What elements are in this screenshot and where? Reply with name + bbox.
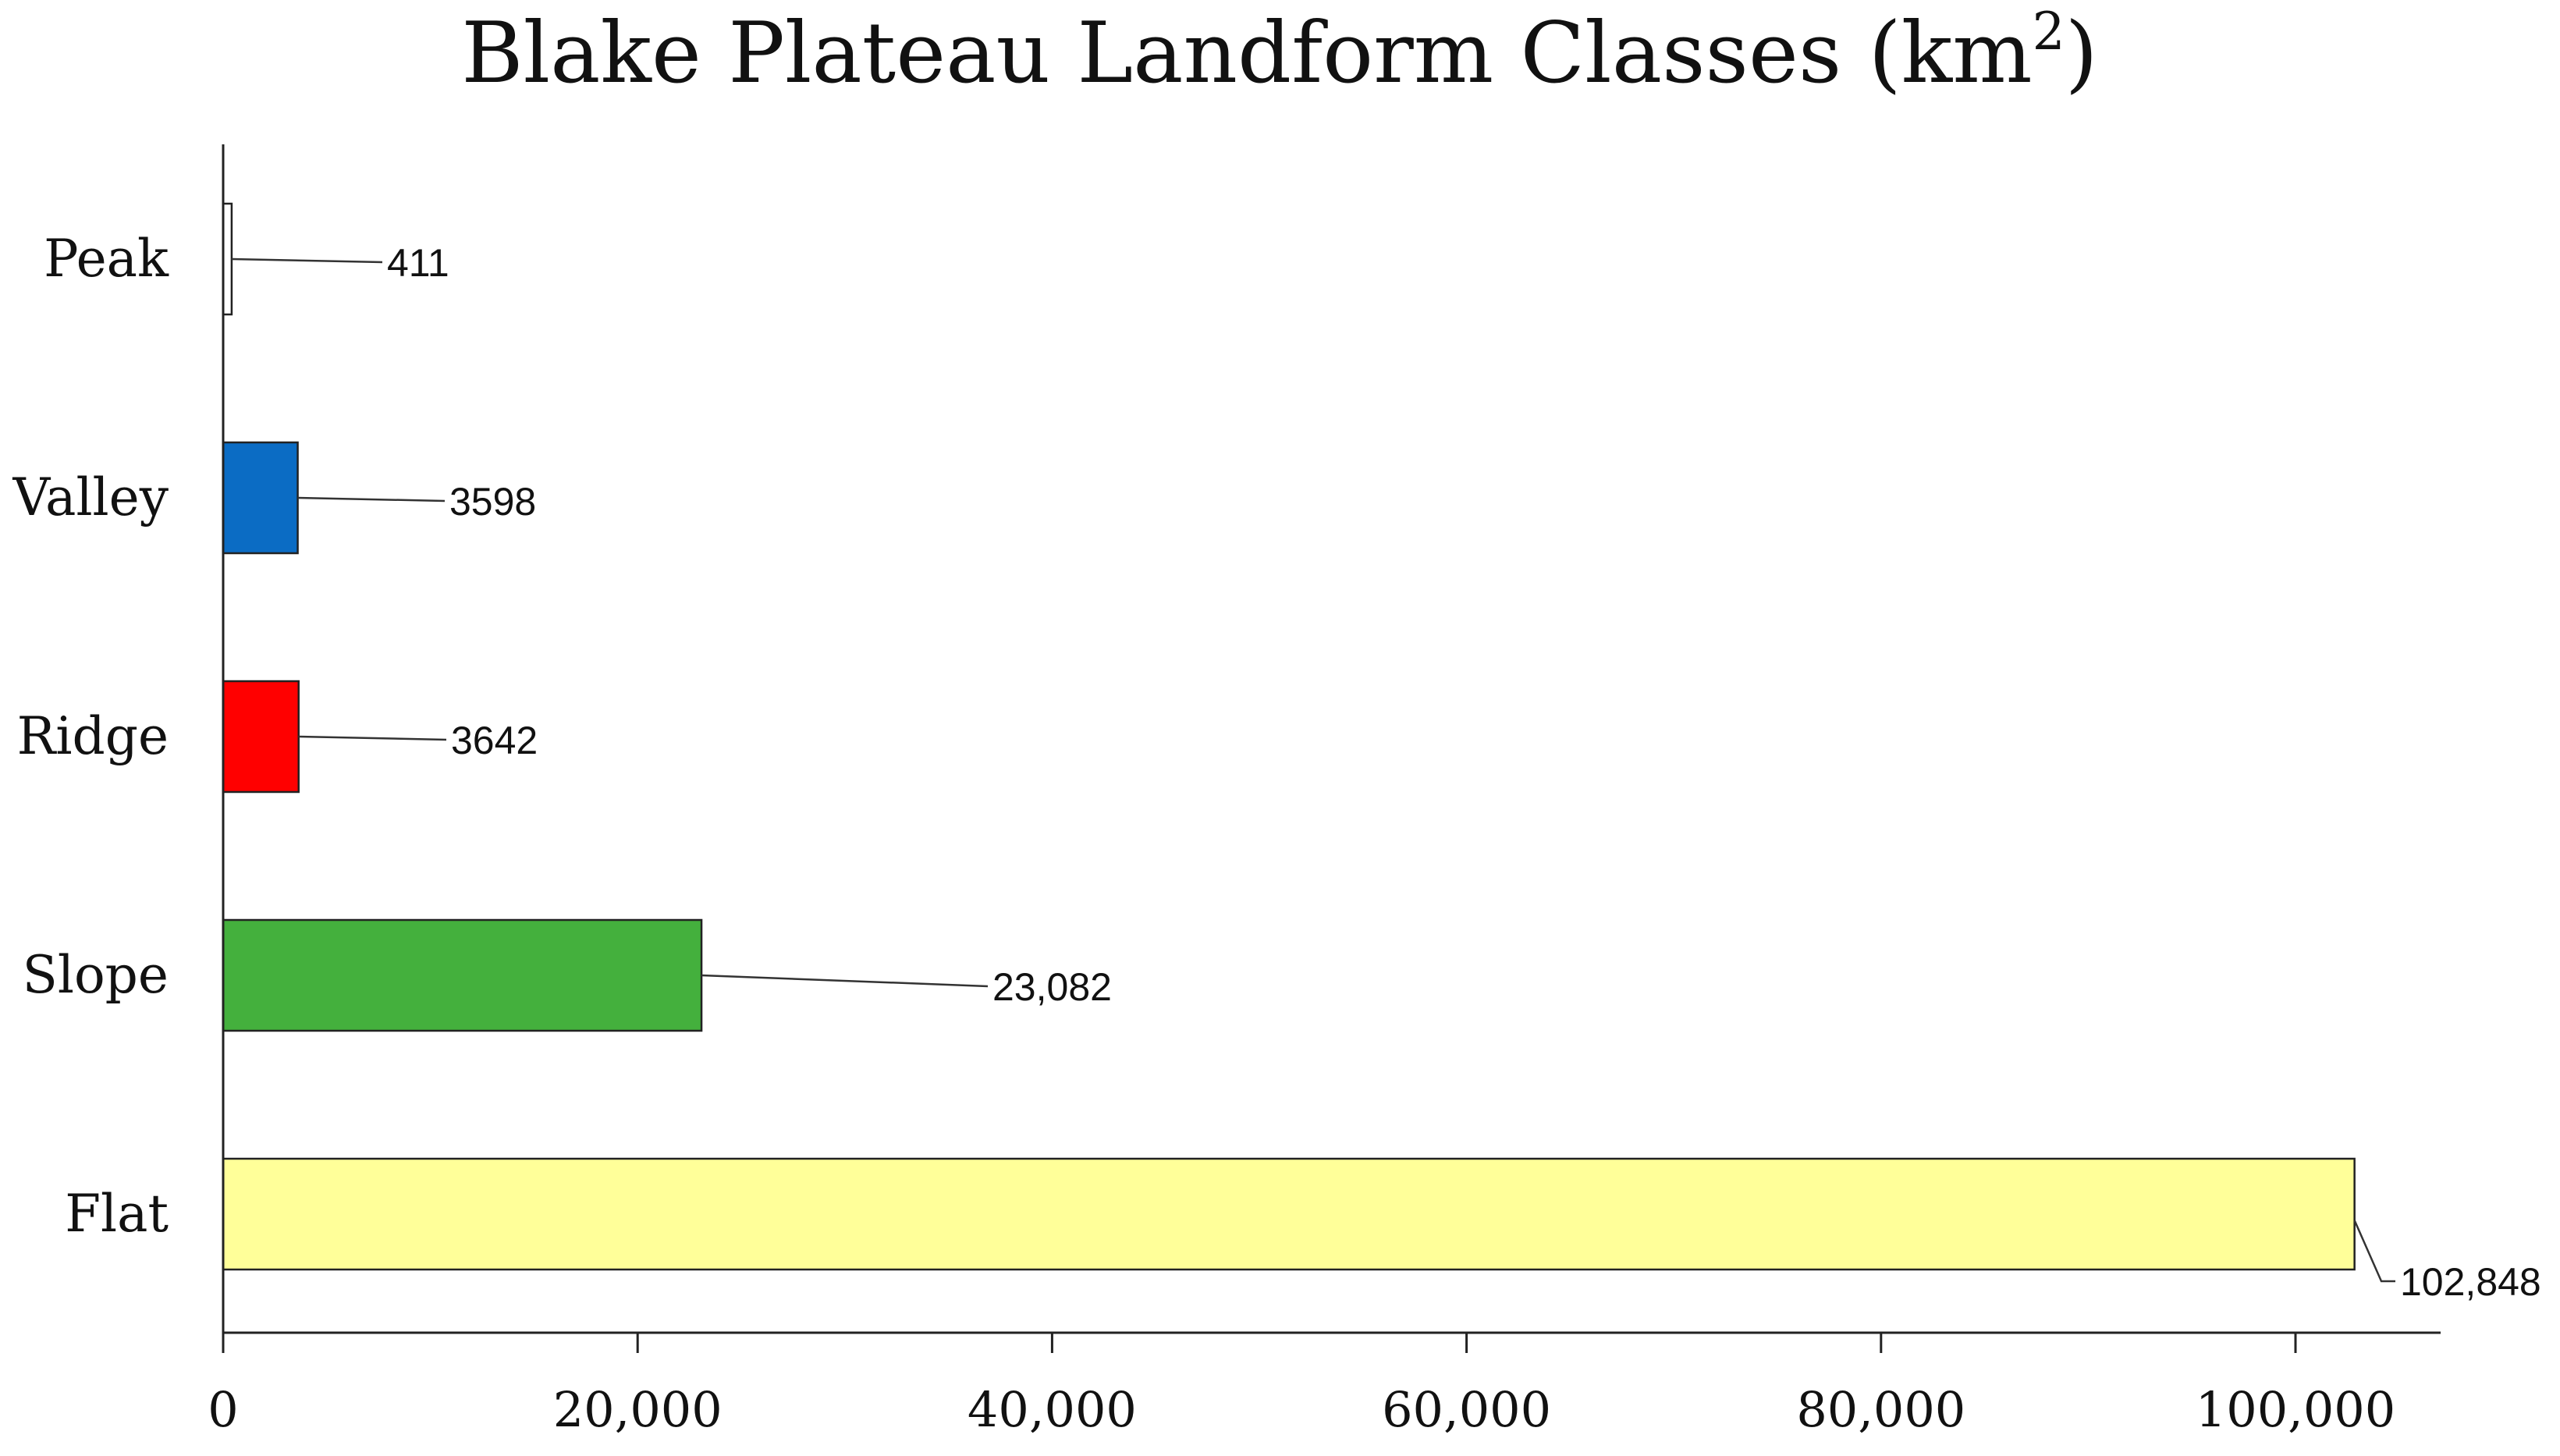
chart-title: Blake Plateau Landform Classes (km2) — [461, 2, 2098, 102]
x-tick-label: 20,000 — [553, 1381, 723, 1438]
chart-title-close: ) — [2065, 5, 2098, 102]
x-tick-label: 0 — [208, 1381, 238, 1438]
leader-line-ridge — [298, 735, 447, 741]
x-tick-label: 60,000 — [1382, 1381, 1551, 1438]
x-tick-label: 40,000 — [968, 1381, 1137, 1438]
bar-valley — [222, 441, 299, 555]
data-label-peak: 411 — [387, 241, 449, 285]
chart-title-main: Blake Plateau Landform Classes (km — [461, 5, 2032, 102]
data-label-valley: 3598 — [449, 480, 536, 524]
data-label-ridge: 3642 — [451, 719, 538, 762]
bar-flat — [222, 1157, 2356, 1271]
category-label-slope: Slope — [23, 945, 169, 1005]
category-label-valley: Valley — [12, 467, 169, 527]
data-label-flat: 102,848 — [2400, 1260, 2541, 1304]
category-label-flat: Flat — [65, 1184, 169, 1244]
x-tick-label: 80,000 — [1796, 1381, 1965, 1438]
category-label-ridge: Ridge — [17, 706, 169, 766]
bar-peak — [222, 202, 233, 316]
leader-line-flat — [2353, 1220, 2395, 1283]
data-label-slope: 23,082 — [992, 965, 1112, 1009]
category-label-peak: Peak — [44, 229, 169, 289]
leader-line-slope — [701, 974, 989, 988]
leader-line-peak — [231, 257, 383, 264]
leader-line-valley — [297, 496, 446, 502]
bar-ridge — [222, 680, 300, 794]
plot-area: 411 Peak 3598 Valley 3642 Ridge 23,082 Slope 102… — [12, 144, 2541, 1438]
bar-slope — [222, 918, 703, 1032]
x-tick-label: 100,000 — [2196, 1381, 2395, 1438]
chart-title-superscript: 2 — [2033, 2, 2065, 62]
